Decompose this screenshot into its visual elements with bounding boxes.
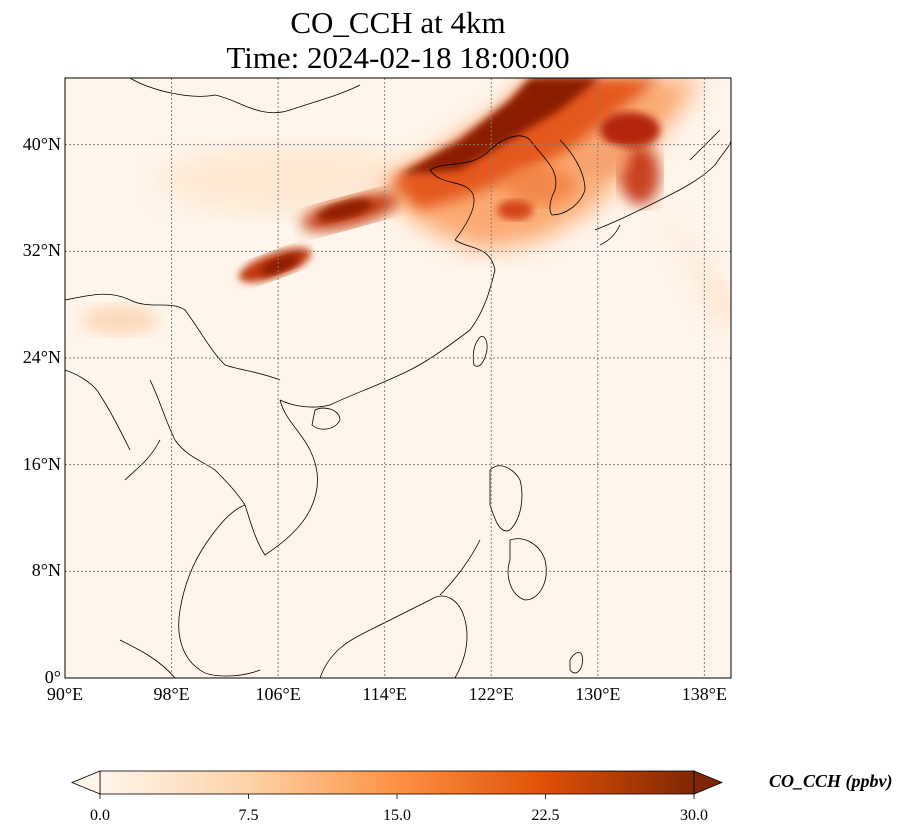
lat-tick-label: 40°N: [22, 133, 61, 154]
lat-tick-label: 24°N: [22, 347, 61, 367]
colorbar-tick-label: 15.0: [383, 807, 411, 824]
colorbar: [70, 770, 724, 799]
map-title: CO_CCH at 4km: [290, 5, 506, 40]
coastlines: [65, 78, 731, 678]
colorbar-tick-label: 0.0: [90, 807, 110, 824]
colorbar-extend-max: [693, 770, 724, 795]
lon-tick-label: 114°E: [362, 684, 407, 704]
lon-tick-label: 106°E: [255, 684, 301, 704]
lat-tick-label: 8°N: [31, 560, 61, 581]
lat-tick-label: 0°: [44, 667, 61, 687]
lon-tick-label: 90°E: [46, 684, 84, 704]
colorbar-gradient: [99, 770, 695, 795]
lon-tick-label: 130°E: [575, 684, 621, 704]
colorbar-extend-min: [70, 770, 101, 795]
map-subtitle: Time: 2024-02-18 18:00:00: [226, 40, 570, 75]
lat-tick-label: 32°N: [22, 240, 61, 261]
lon-tick-label: 138°E: [681, 684, 727, 704]
lon-tick-label: 122°E: [468, 684, 514, 704]
map-frame: [64, 77, 732, 679]
colorbar-tick-label: 30.0: [680, 807, 708, 824]
gridlines: [65, 78, 731, 678]
colorbar-tick-label: 22.5: [531, 807, 560, 824]
colorbar-label: CO_CCH (ppbv): [769, 771, 893, 791]
lat-tick-label: 16°N: [22, 453, 61, 474]
colorbar-tick-label: 7.5: [238, 807, 259, 824]
co-concentration-field: [80, 78, 731, 340]
lon-tick-label: 98°E: [153, 684, 190, 704]
